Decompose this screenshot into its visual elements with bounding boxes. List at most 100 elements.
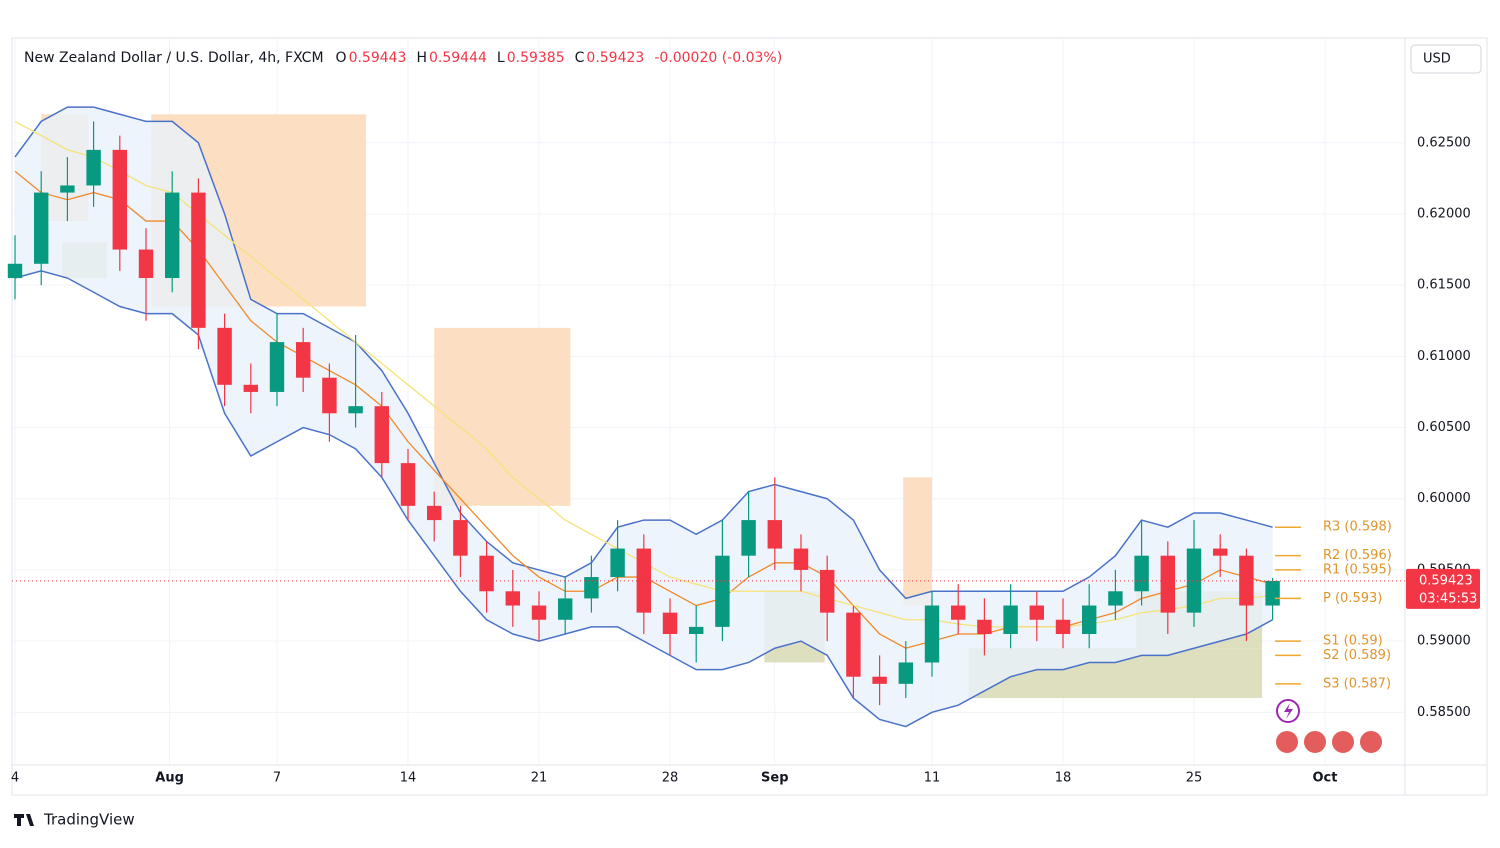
flag-icon: [1358, 729, 1384, 755]
brand-logo: [14, 814, 34, 826]
last-price-box: [1406, 568, 1480, 609]
x-tick-label: 4: [11, 771, 19, 786]
ohlc-value: 0.59423: [586, 50, 644, 66]
candle-body: [1055, 619, 1071, 634]
candle-body: [295, 342, 311, 378]
currency-label: USD: [1423, 52, 1451, 67]
brand-name: TradingView: [43, 811, 135, 829]
band-upper: [14, 106, 1273, 600]
candle-body: [1160, 555, 1176, 613]
candle-body: [164, 192, 180, 279]
y-tick-label: 0.62500: [1417, 135, 1471, 150]
x-tick-label: 14: [400, 771, 417, 786]
chart-title: New Zealand Dollar / U.S. Dollar, 4h, FX…: [24, 50, 324, 66]
flag-icon: [1274, 729, 1300, 755]
candle-body: [426, 505, 442, 521]
y-tick-label: 0.58500: [1417, 705, 1471, 720]
candle-body: [191, 192, 206, 328]
pivot-label: S3 (0.587): [1323, 676, 1391, 691]
candle-body: [7, 263, 23, 279]
candle-body: [400, 463, 416, 506]
pivot-label: R2 (0.596): [1323, 548, 1392, 563]
candle-body: [1029, 605, 1045, 620]
flag-icon: [1302, 729, 1328, 755]
ohlc-key: O: [336, 50, 347, 66]
candle-body: [1186, 548, 1202, 613]
candle-body: [898, 662, 914, 684]
ohlc-value: 0.59443: [349, 50, 407, 66]
x-tick-label: 21: [531, 771, 548, 786]
candle-body: [846, 612, 861, 677]
candle-body: [86, 149, 101, 186]
candle-body: [1081, 605, 1097, 634]
candle-body: [610, 548, 625, 578]
candle-body: [33, 192, 49, 264]
candle-body: [269, 342, 285, 392]
candle-body: [60, 185, 75, 193]
x-tick-label: 7: [273, 771, 281, 786]
candle-body: [1265, 580, 1280, 606]
candle-body: [872, 676, 887, 684]
candle-body: [977, 619, 992, 634]
x-tick-label: 25: [1186, 771, 1203, 786]
ohlc-value: 0.59385: [507, 50, 565, 66]
candle-body: [217, 327, 232, 385]
flag-icon: [1330, 729, 1356, 755]
candle-body: [767, 520, 783, 549]
x-tick-label: Sep: [761, 771, 789, 786]
pivot-label: P (0.593): [1323, 591, 1382, 606]
candle-body: [1239, 555, 1254, 606]
pivot-label: R1 (0.595): [1323, 562, 1392, 577]
candle-body: [243, 384, 259, 392]
candle-body: [636, 548, 652, 613]
candle-body: [505, 591, 521, 606]
legend-header: New Zealand Dollar / U.S. Dollar, 4h, FX…: [24, 50, 782, 66]
candle-body: [479, 555, 494, 592]
candle-body: [950, 605, 966, 620]
candle-body: [138, 249, 154, 279]
countdown-label: 03:45:53: [1419, 591, 1477, 606]
pivot-label: S1 (0.59): [1323, 634, 1383, 649]
event-icons: [1274, 699, 1384, 755]
last-price-label: 0.59423: [1419, 573, 1473, 588]
candle-body: [557, 598, 573, 620]
x-tick-label: 18: [1055, 771, 1072, 786]
candle-body: [688, 626, 704, 634]
currency-button[interactable]: [1410, 44, 1482, 74]
x-tick-label: 28: [662, 771, 679, 786]
y-tick-label: 0.60500: [1417, 420, 1471, 435]
band-lower: [14, 270, 1273, 728]
y-tick-label: 0.62000: [1417, 206, 1471, 221]
candle-body: [715, 555, 730, 627]
candle-body: [1108, 591, 1123, 606]
zone: [434, 327, 571, 506]
ohlc-key: C: [575, 50, 585, 66]
x-tick-label: 11: [924, 771, 941, 786]
y-tick-label: 0.61000: [1417, 349, 1471, 364]
candle-body: [348, 406, 363, 414]
candle-body: [741, 520, 756, 556]
ohlc-key: H: [416, 50, 427, 66]
candle-body: [924, 605, 940, 663]
zone: [903, 477, 932, 606]
candle-body: [1212, 548, 1228, 556]
candle-body: [819, 569, 835, 613]
pivot-label: S2 (0.589): [1323, 648, 1391, 663]
ohlc-value: 0.59444: [429, 50, 487, 66]
candle-body: [531, 605, 547, 620]
candle-body: [322, 377, 337, 414]
y-tick-label: 0.60000: [1417, 491, 1471, 506]
change-value: -0.00020 (-0.03%): [654, 50, 782, 66]
candle-body: [793, 548, 809, 570]
y-tick-label: 0.59000: [1417, 634, 1471, 649]
candle-body: [584, 577, 599, 599]
candle-body: [453, 520, 468, 556]
candle-body: [374, 406, 390, 464]
candle-body: [112, 149, 128, 250]
candle-body: [1134, 555, 1149, 592]
pivot-label: R3 (0.598): [1323, 520, 1392, 535]
event-icon-bolt: [1284, 703, 1293, 719]
candle-body: [1003, 605, 1018, 634]
